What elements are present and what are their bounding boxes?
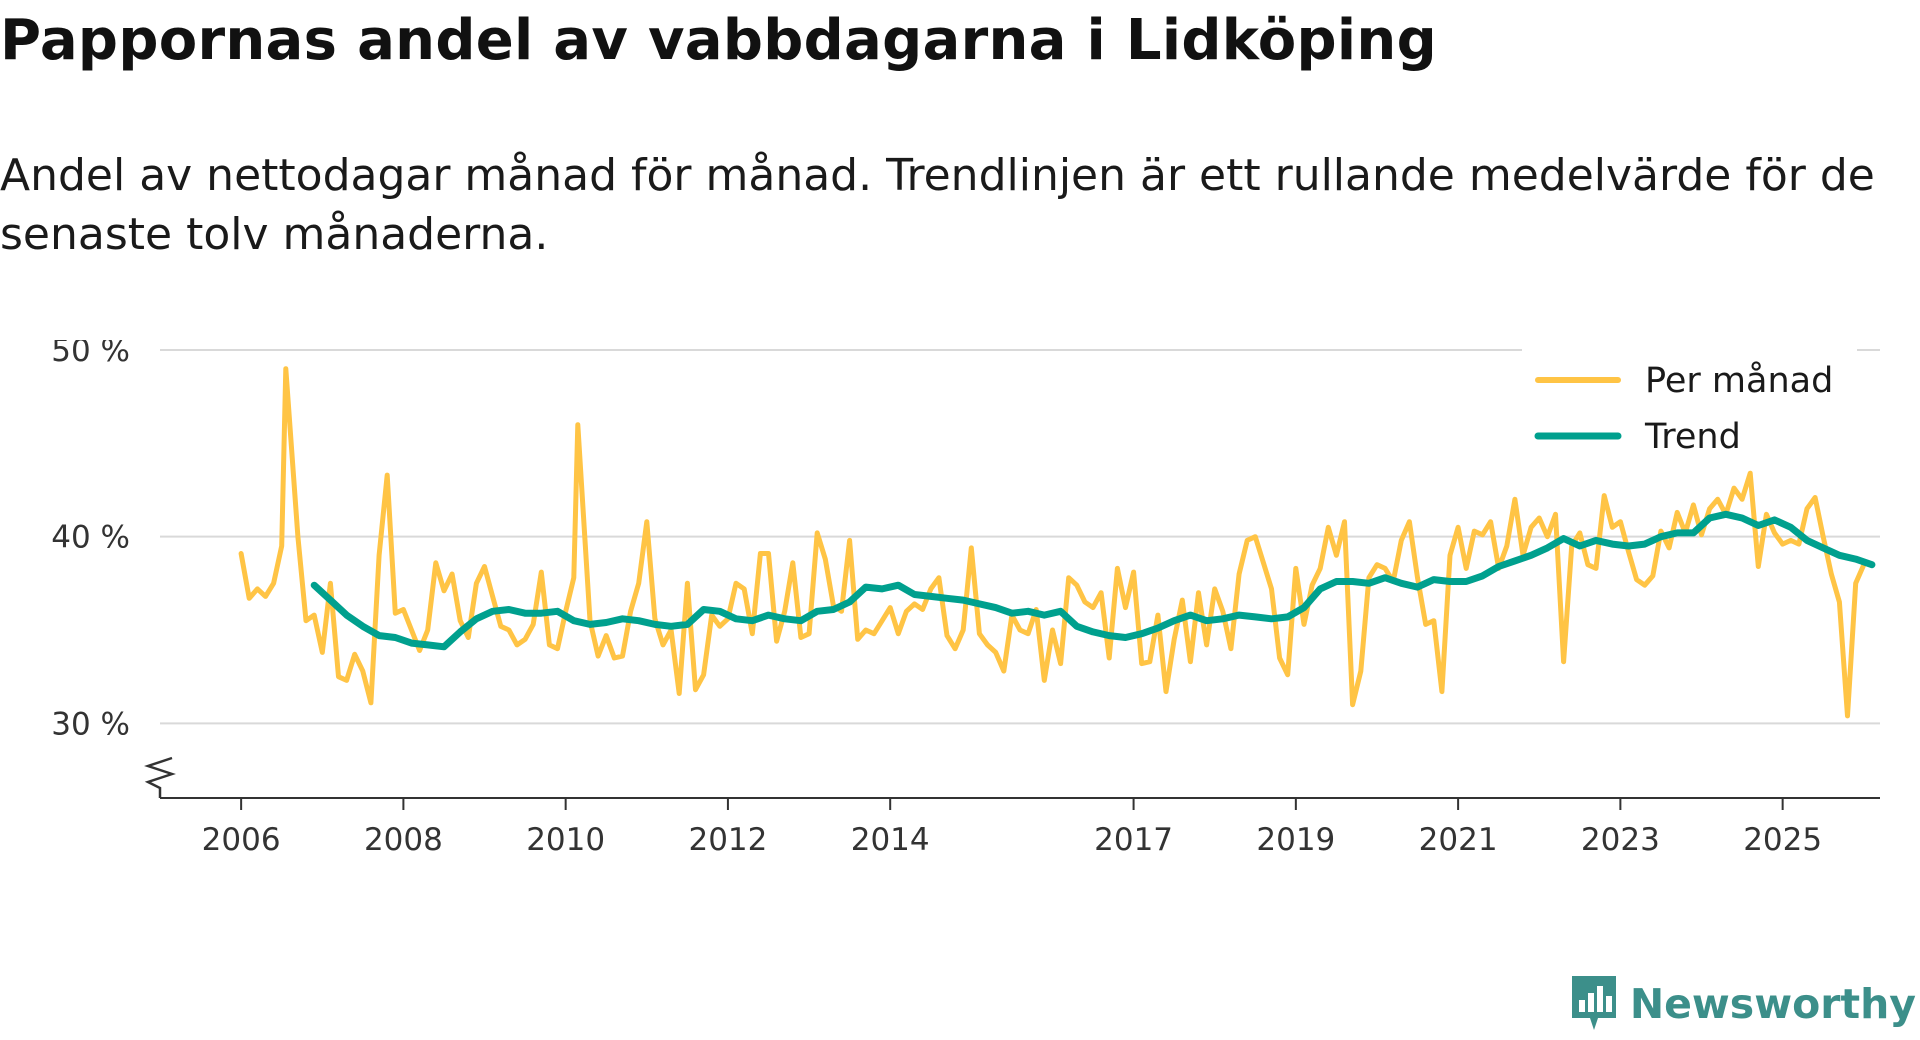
legend-label-per-month: Per månad	[1645, 360, 1833, 401]
x-tick-label: 2010	[526, 822, 605, 858]
x-tick-label: 2017	[1094, 822, 1173, 858]
x-tick-label: 2014	[851, 822, 930, 858]
chart-title: Pappornas andel av vabbdagarna i Lidköpi…	[0, 8, 1437, 73]
y-tick-label: 50 %	[51, 340, 130, 369]
series-lines	[238, 366, 1876, 719]
series-line-per-month	[238, 366, 1867, 719]
x-tick-label: 2012	[688, 822, 767, 858]
y-tick-label: 40 %	[51, 520, 130, 556]
chart-subtitle: Andel av nettodagar månad för månad. Tre…	[0, 150, 1875, 260]
x-tick-label: 2021	[1419, 822, 1498, 858]
bar-chart-icon	[1571, 976, 1616, 1030]
legend: Per månad Trend	[1522, 340, 1857, 458]
brand-name: Newsworthy	[1629, 980, 1916, 1028]
brand-logo: Newsworthy	[1568, 974, 1916, 1034]
axis-break-marker	[144, 756, 176, 798]
line-chart: 30 % 40 % 50 % 2006 2008 2010 2012 2014 2017 201…	[51, 340, 1880, 858]
y-axis-ticks: 30 % 40 % 50 %	[51, 340, 130, 742]
series-line-trend	[310, 510, 1876, 651]
x-tick-label: 2006	[202, 822, 281, 858]
x-tick-label: 2019	[1256, 822, 1335, 858]
legend-label-trend: Trend	[1644, 417, 1741, 457]
x-tick-label: 2023	[1581, 822, 1660, 858]
y-tick-label: 30 %	[51, 706, 130, 742]
x-tick-label: 2008	[364, 822, 443, 858]
x-axis: 2006 2008 2010 2012 2014 2017 2019 2021 2023 2025	[144, 756, 1880, 858]
x-tick-label: 2025	[1743, 822, 1822, 858]
